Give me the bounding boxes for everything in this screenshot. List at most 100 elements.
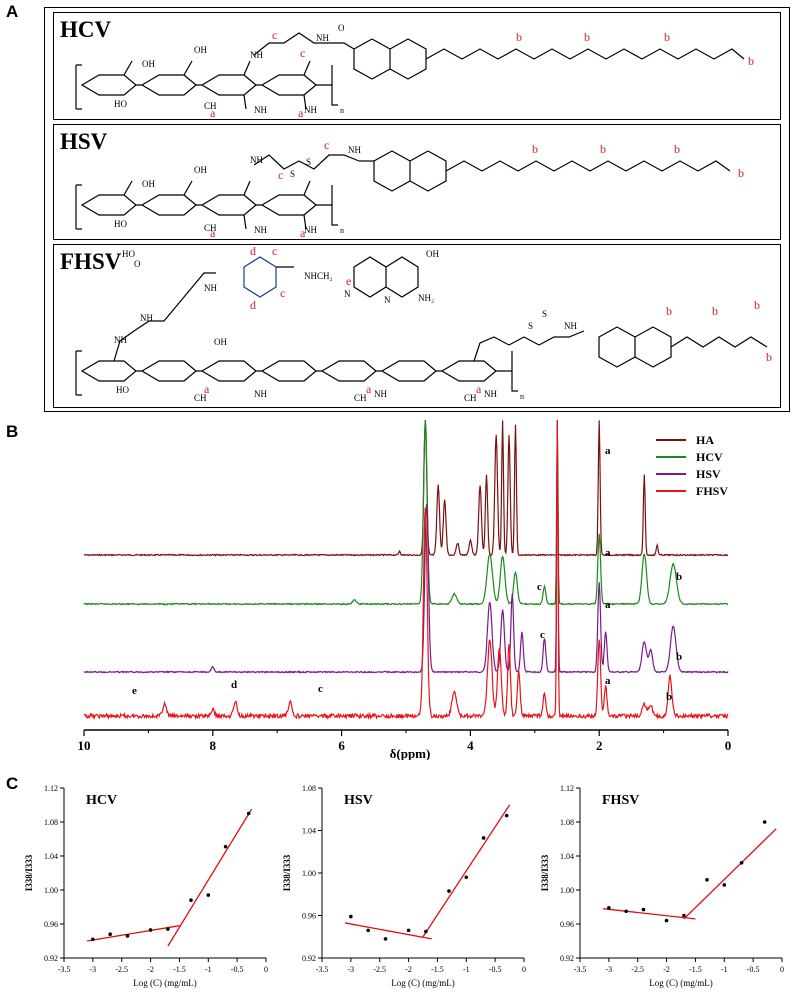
- hcv-structure-drawing: OH HO OH NH CH NH n NH NH O c c a a b b …: [75, 23, 754, 119]
- nh-label: NH: [304, 225, 317, 235]
- proton-label-d: d: [250, 298, 256, 312]
- plot-title: HSV: [344, 793, 373, 808]
- ho-label: HO: [114, 219, 127, 229]
- x-tick-label: -1: [205, 965, 212, 974]
- x-tick-label: -1.5: [173, 965, 186, 974]
- proton-label-b: b: [766, 350, 772, 364]
- fhsv-structure-drawing: HO O NH NHCH₂ OH NH₂ N N NH NH HO OH NH …: [75, 245, 772, 403]
- x-tick-label: -0.5: [231, 965, 244, 974]
- proton-label-e: e: [346, 274, 351, 288]
- y-tick-label: 1.04: [302, 827, 316, 836]
- n-atom-label: N: [344, 289, 351, 299]
- x-tick-label: -2: [663, 965, 670, 974]
- peak-label-a: a: [605, 599, 611, 611]
- o-label: O: [134, 259, 141, 269]
- x-tick-label: -3.5: [316, 965, 329, 974]
- nmr-trace-fhsv: [83, 420, 729, 721]
- repeat-n-label: n: [340, 106, 344, 115]
- fit-line: [683, 828, 777, 920]
- data-point: [189, 898, 193, 902]
- data-point: [166, 927, 170, 931]
- nh-label: NH: [374, 389, 387, 399]
- nh-label: NH: [316, 33, 329, 43]
- proton-label-d: d: [250, 245, 256, 258]
- nh-label: NH: [484, 389, 497, 399]
- proton-label-b: b: [516, 30, 522, 44]
- nh-label: NH: [250, 155, 263, 165]
- x-axis-label: Log (C) (mg/mL): [133, 978, 197, 988]
- proton-label-a: a: [476, 382, 482, 396]
- panel-label-c: C: [6, 774, 19, 793]
- peak-label-a: a: [605, 445, 611, 457]
- nmr-trace-hcv: [83, 420, 729, 606]
- peak-label-b: b: [676, 651, 682, 663]
- proton-label-c: c: [278, 168, 283, 182]
- data-point: [91, 937, 95, 942]
- s-label: S: [306, 157, 311, 167]
- data-point: [223, 844, 228, 849]
- proton-label-b: b: [666, 304, 672, 318]
- y-tick-label: 1.00: [560, 886, 574, 895]
- peak-label-c: c: [318, 683, 323, 695]
- data-point: [705, 878, 709, 882]
- y-tick-label: 0.92: [44, 954, 58, 963]
- peak-label-c: c: [537, 581, 542, 593]
- proton-label-a: a: [300, 226, 306, 239]
- data-point: [641, 907, 646, 912]
- nh-label: NH: [140, 313, 153, 323]
- plot-title: FHSV: [602, 793, 639, 808]
- nh-label: NH: [204, 283, 217, 293]
- data-point: [447, 889, 451, 893]
- nh-label: NH: [250, 50, 263, 60]
- y-tick-label: 1.00: [302, 869, 316, 878]
- structure-row-fhsv: FHSV: [53, 244, 781, 408]
- proton-label-b: b: [748, 54, 754, 68]
- panel-label-b: B: [6, 422, 19, 441]
- y-tick-label: 1.12: [44, 784, 58, 793]
- x-tick-label: -3.5: [58, 965, 71, 974]
- x-tick-label: -2.5: [115, 965, 128, 974]
- data-point: [682, 913, 686, 918]
- ch3-label: CH: [354, 393, 367, 403]
- peak-label-e: e: [132, 685, 137, 697]
- y-axis-label: I338/I333: [282, 854, 292, 891]
- cmc-plot-hcv: -3.5 -3 -2.5 -2 -1.5 -1 -0.5 0 0.92 0.96 1.00 1.04 1…: [24, 784, 268, 988]
- s-label: S: [290, 169, 295, 179]
- data-point: [504, 813, 509, 818]
- proton-label-b: b: [712, 304, 718, 318]
- data-point: [125, 934, 130, 938]
- data-point: [722, 883, 727, 887]
- proton-label-b: b: [584, 30, 590, 44]
- structure-name: FHSV: [60, 249, 122, 274]
- fit-line: [422, 804, 511, 938]
- fit-line: [344, 922, 432, 940]
- nmr-tick-label: 4: [467, 738, 474, 753]
- oh-label: OH: [142, 59, 155, 69]
- nh-label: NH: [348, 145, 361, 155]
- peak-label-a: a: [605, 547, 611, 559]
- structure-row-hsv: HSV OH HO OH NH CH: [53, 124, 781, 240]
- data-point: [349, 914, 353, 919]
- plot-title: HCV: [86, 793, 117, 808]
- y-tick-label: 0.96: [560, 920, 574, 929]
- y-tick-label: 1.04: [44, 852, 58, 861]
- proton-label-b: b: [738, 166, 744, 180]
- peak-label-b: b: [676, 571, 682, 583]
- x-tick-label: -3: [606, 965, 613, 974]
- legend-label-fhsv: FHSV: [696, 484, 728, 498]
- proton-label-b: b: [754, 298, 760, 312]
- nh-label: NH: [114, 335, 127, 345]
- ch3-label: CH: [194, 393, 207, 403]
- repeat-n-label: n: [520, 392, 524, 401]
- nmr-traces: [83, 420, 729, 721]
- fit-line: [167, 808, 253, 947]
- s-label: S: [542, 309, 547, 319]
- x-tick-label: -0.5: [489, 965, 502, 974]
- nmr-legend: HA HCV HSV FHSV: [656, 433, 728, 498]
- ho-label: HO: [114, 99, 127, 109]
- x-tick-label: -3: [90, 965, 97, 974]
- data-point: [148, 928, 153, 932]
- nmr-tick-label: 0: [725, 738, 732, 753]
- y-tick-label: 1.12: [560, 784, 574, 793]
- y-tick-label: 1.00: [44, 886, 58, 895]
